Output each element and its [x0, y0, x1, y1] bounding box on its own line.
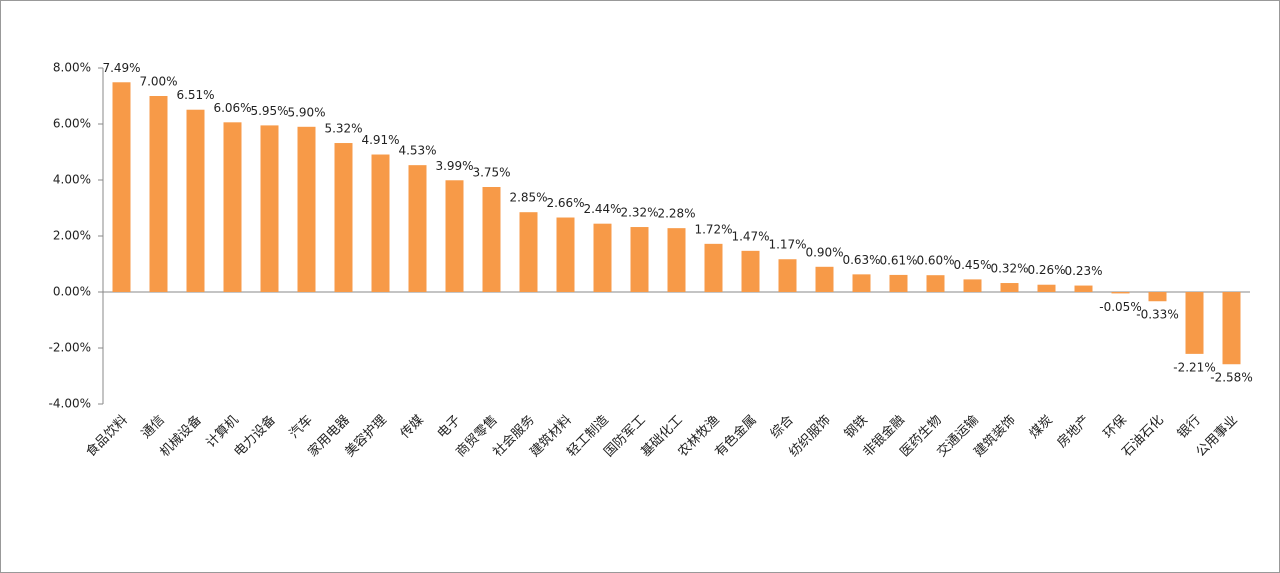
- bar: [186, 109, 205, 292]
- bar: [1000, 283, 1019, 292]
- bar: [556, 217, 575, 292]
- bar: [519, 212, 538, 292]
- value-label: 0.23%: [1064, 264, 1102, 278]
- bar: [297, 126, 316, 292]
- y-tick-label: 2.00%: [53, 229, 91, 243]
- value-label: 4.53%: [398, 144, 436, 158]
- value-label: 5.32%: [324, 122, 362, 136]
- y-tick-label: 8.00%: [53, 61, 91, 75]
- value-label: 2.85%: [509, 191, 547, 205]
- value-label: 1.72%: [694, 222, 732, 236]
- bar: [741, 250, 760, 292]
- value-label: 0.60%: [916, 254, 954, 268]
- bar: [667, 228, 686, 292]
- bar: [482, 187, 501, 292]
- y-tick-label: -2.00%: [49, 341, 91, 355]
- bar: [778, 259, 797, 292]
- bar: [704, 243, 723, 292]
- bar: [1111, 292, 1130, 294]
- bar: [815, 266, 834, 292]
- value-label: 2.44%: [583, 202, 621, 216]
- bar: [1222, 292, 1241, 365]
- bar: [593, 223, 612, 292]
- value-label: 3.99%: [435, 159, 473, 173]
- value-label: -2.58%: [1210, 371, 1252, 385]
- value-label: 0.45%: [953, 258, 991, 272]
- value-label: 0.26%: [1027, 263, 1065, 277]
- bar: [445, 180, 464, 292]
- value-label: 2.66%: [546, 196, 584, 210]
- value-label: 1.47%: [731, 229, 769, 243]
- bar: [1037, 284, 1056, 292]
- y-tick-label: 4.00%: [53, 173, 91, 187]
- value-label: 6.51%: [176, 88, 214, 102]
- value-label: 2.28%: [657, 207, 695, 221]
- bar: [334, 143, 353, 292]
- y-tick-label: 0.00%: [53, 285, 91, 299]
- value-label: 5.95%: [250, 104, 288, 118]
- value-label: -0.33%: [1136, 308, 1178, 322]
- bar: [630, 227, 649, 292]
- bar: [371, 154, 390, 292]
- value-label: 3.75%: [472, 166, 510, 180]
- value-label: 5.90%: [287, 105, 325, 119]
- value-label: 0.61%: [879, 253, 917, 267]
- value-label: 4.91%: [361, 133, 399, 147]
- bar: [926, 275, 945, 292]
- bar: [408, 165, 427, 292]
- value-label: 0.32%: [990, 262, 1028, 276]
- value-label: -0.05%: [1099, 300, 1141, 314]
- value-label: 7.49%: [102, 61, 140, 75]
- bar: [852, 274, 871, 292]
- value-label: 1.17%: [768, 238, 806, 252]
- value-label: 6.06%: [213, 101, 251, 115]
- bar: [1074, 285, 1093, 292]
- bar: [1185, 292, 1204, 354]
- bar: [149, 96, 168, 292]
- value-label: 0.63%: [842, 253, 880, 267]
- bar: [260, 125, 279, 293]
- bar: [112, 82, 131, 292]
- bar: [963, 279, 982, 292]
- value-label: -2.21%: [1173, 360, 1215, 374]
- bar: [1148, 292, 1167, 302]
- y-tick-label: 6.00%: [53, 117, 91, 131]
- value-label: 7.00%: [139, 75, 177, 89]
- value-label: 0.90%: [805, 245, 843, 259]
- value-label: 2.32%: [620, 206, 658, 220]
- bar: [889, 274, 908, 292]
- bar: [223, 122, 242, 292]
- y-tick-label: -4.00%: [49, 397, 91, 411]
